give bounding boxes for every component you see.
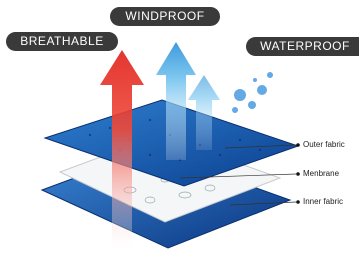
breathable-pill: BREATHABLE (6, 32, 118, 51)
waterproof-pill: WATERPROOF (246, 37, 359, 56)
feature-label: WINDPROOF (125, 9, 204, 23)
layer-label: Outer fabric (303, 140, 345, 149)
water-drops (232, 72, 273, 113)
feature-label: BREATHABLE (20, 34, 103, 48)
layer-label: Inner fabric (303, 197, 343, 206)
leader-dots (296, 143, 300, 204)
windproof-pill: WINDPROOF (110, 7, 220, 26)
feature-label: WATERPROOF (260, 39, 350, 53)
fabric-diagram: BREATHABLE WINDPROOF WATERPROOF Outer fa… (0, 0, 359, 276)
layer-label: Menbrane (303, 169, 340, 178)
